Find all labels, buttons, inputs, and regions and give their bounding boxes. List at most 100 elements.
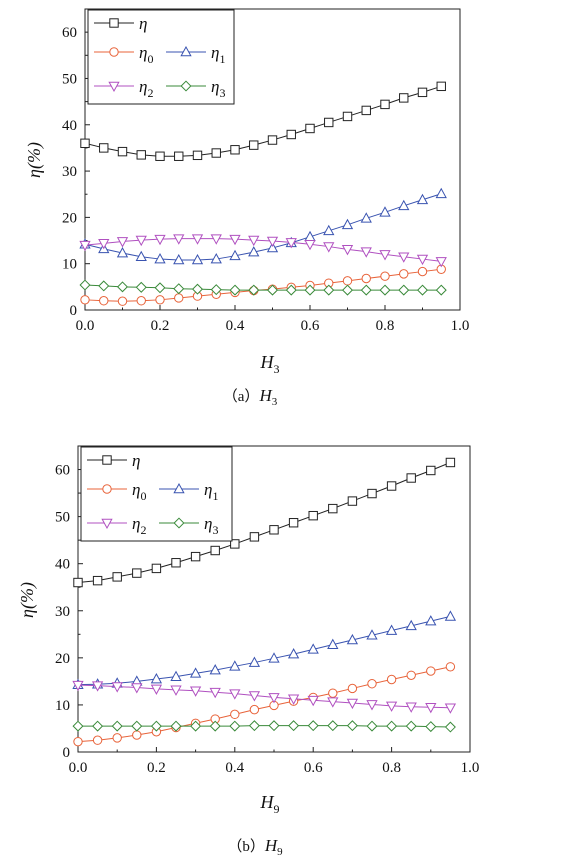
data-point — [229, 689, 241, 700]
data-point — [116, 237, 129, 248]
data-point — [210, 545, 220, 556]
data-point — [98, 239, 110, 250]
data-point — [92, 575, 103, 586]
data-point — [230, 709, 240, 720]
data-point — [386, 674, 397, 685]
series-η — [73, 457, 456, 588]
data-point — [435, 284, 447, 296]
data-point — [426, 465, 436, 476]
data-point — [154, 282, 166, 294]
data-point — [347, 496, 358, 506]
data-point — [287, 648, 300, 659]
y-tick-label: 20 — [62, 210, 77, 226]
y-tick-label: 30 — [55, 604, 70, 620]
data-point — [360, 247, 372, 258]
data-point — [417, 87, 428, 98]
data-point — [406, 670, 416, 680]
data-point — [266, 241, 279, 253]
series-η3 — [79, 279, 447, 296]
data-point — [445, 457, 456, 468]
data-point — [150, 672, 163, 684]
series-η2 — [72, 680, 457, 714]
data-point — [210, 253, 222, 264]
data-point — [399, 269, 409, 279]
data-point — [80, 295, 90, 305]
x-axis-title: H9 — [260, 792, 280, 816]
data-point — [173, 283, 185, 295]
legend-entry: η2 — [139, 77, 153, 100]
data-point — [380, 271, 390, 281]
x-tick-label: 0.6 — [304, 760, 323, 776]
data-point — [286, 129, 296, 140]
data-point — [248, 235, 260, 247]
y-tick-label: 0 — [70, 303, 78, 319]
x-tick-label: 0.4 — [225, 760, 244, 776]
data-point — [132, 730, 142, 740]
legend-entry: η1 — [211, 43, 225, 66]
data-point — [249, 140, 259, 150]
y-tick-label: 40 — [55, 557, 70, 573]
data-point — [92, 735, 103, 745]
data-point — [416, 254, 429, 266]
data-point — [327, 638, 339, 649]
data-point — [398, 199, 410, 211]
data-point — [170, 685, 182, 696]
data-point — [135, 235, 147, 247]
legend-marker — [173, 517, 185, 529]
legend-entry: η0 — [132, 480, 146, 503]
data-point — [445, 662, 456, 672]
data-point — [346, 633, 359, 645]
data-point — [366, 700, 378, 711]
data-point — [73, 736, 83, 747]
data-point — [112, 733, 122, 743]
y-tick-label: 20 — [55, 651, 70, 667]
data-point — [341, 218, 354, 230]
data-point — [111, 720, 123, 732]
data-point — [327, 697, 339, 708]
data-point — [116, 281, 129, 293]
data-point — [189, 686, 202, 697]
data-point — [288, 518, 299, 528]
data-point — [304, 284, 316, 296]
data-point — [229, 660, 241, 671]
data-point — [380, 99, 390, 110]
data-point — [171, 558, 181, 568]
legend-entry: η0 — [139, 43, 153, 66]
x-tick-label: 0.0 — [69, 760, 88, 776]
data-point — [170, 670, 182, 681]
data-point — [307, 695, 319, 707]
data-point — [248, 720, 260, 732]
data-point — [342, 276, 353, 286]
legend-entry: η1 — [204, 480, 218, 503]
data-point — [398, 284, 410, 296]
data-point — [174, 293, 184, 303]
data-point — [249, 532, 260, 542]
data-point — [379, 284, 391, 296]
x-tick-label: 0.6 — [301, 318, 320, 334]
legend-marker — [109, 47, 119, 57]
series-η1 — [79, 187, 447, 265]
data-point — [210, 284, 222, 296]
series-η2 — [79, 234, 447, 268]
data-point — [416, 284, 429, 296]
data-point — [79, 240, 91, 252]
data-point — [136, 296, 146, 306]
data-point — [99, 296, 109, 306]
data-point — [416, 193, 429, 205]
data-point — [117, 296, 128, 306]
data-point — [150, 684, 163, 695]
data-point — [150, 720, 162, 732]
x-tick-label: 0.2 — [151, 318, 170, 334]
data-point — [229, 249, 241, 261]
data-point — [285, 238, 297, 249]
data-point — [191, 283, 204, 295]
data-point — [346, 698, 359, 710]
data-point — [444, 610, 457, 621]
data-point — [435, 187, 447, 199]
data-point — [323, 242, 335, 253]
y-tick-label: 60 — [62, 25, 77, 41]
data-point — [136, 150, 146, 160]
data-point — [155, 151, 165, 161]
data-point — [135, 250, 147, 262]
y-axis-title: η(%) — [17, 582, 38, 618]
